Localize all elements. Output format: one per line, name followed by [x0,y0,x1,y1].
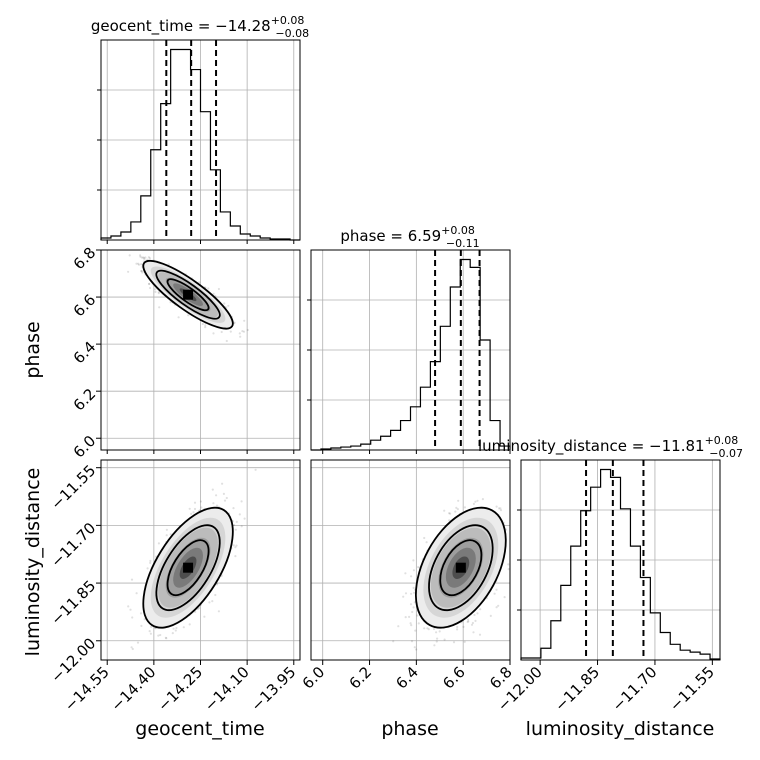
contours-geocent-time-vs-phase [142,259,234,330]
x-tick-label-luminosity-distance: −11.70 [609,663,661,715]
contours-geocent-time-vs-luminosity-distance [142,506,234,629]
x-tick-label-geocent-time: −14.10 [201,663,253,715]
title-phase: phase = 6.59+0.08 −0.11 [340,224,479,250]
x-tick-label-luminosity-distance: −11.85 [551,663,603,715]
y-tick-label: 6.0 [70,432,100,462]
panel-phase-vs-luminosity-distance [310,459,511,661]
title-luminosity-distance: luminosity_distance = −11.81+0.08 −0.07 [478,434,743,460]
density-peak [183,562,194,573]
xlabel-luminosity-distance: luminosity_distance [526,718,715,740]
x-tick-label-geocent-time: −14.25 [154,663,206,715]
ylabel-phase: phase [22,321,44,378]
x-tick-label-luminosity-distance: −11.55 [666,663,718,715]
ylabel-luminosity-distance: luminosity_distance [22,468,44,657]
histogram-luminosity-distance [520,468,721,660]
y-tick-label: −11.85 [47,577,99,629]
x-tick-label-phase: 6.4 [392,663,422,693]
y-tick-label: −11.70 [47,519,99,571]
y-tick-label: 6.4 [70,338,100,368]
x-tick-label-geocent-time: −14.40 [108,663,160,715]
histogram-geocent-time [100,48,300,241]
contours-phase-vs-luminosity-distance [414,506,507,629]
y-tick-label: 6.6 [70,291,100,321]
y-tick-label: 6.8 [70,244,100,274]
xlabel-geocent-time: geocent_time [135,718,264,740]
density-peak [455,562,466,573]
y-tick-label: −11.55 [47,461,99,513]
xlabel-phase: phase [381,718,438,740]
x-tick-label-phase: 6.6 [439,663,469,693]
title-geocent-time: geocent_time = −14.28+0.08 −0.08 [91,14,309,40]
x-tick-label-geocent-time: −13.95 [247,663,299,715]
x-tick-label-phase: 6.2 [346,663,376,693]
x-tick-label-phase: 6.0 [299,663,329,693]
density-peak [183,289,194,300]
density-geocent-time-vs-phase [143,260,233,329]
y-tick-label: 6.2 [70,385,100,415]
